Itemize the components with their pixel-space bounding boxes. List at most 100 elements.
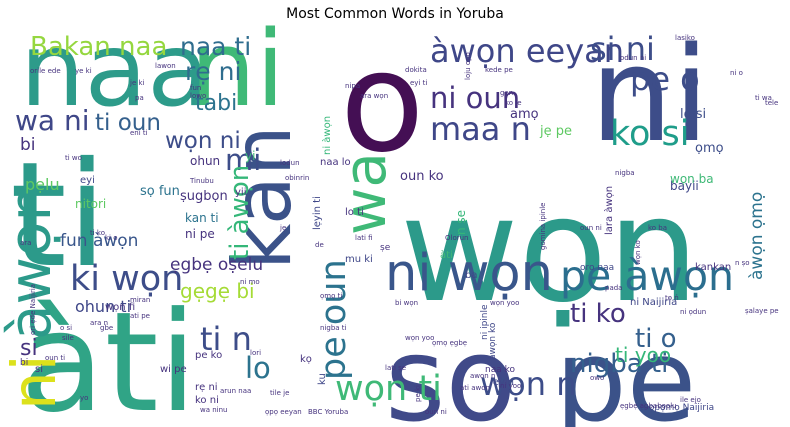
word-137: pa	[135, 94, 144, 102]
word-100: lori	[250, 349, 261, 357]
word-1: ti	[10, 131, 107, 300]
word-75: àti	[440, 249, 453, 261]
word-163: o si	[60, 324, 72, 332]
word-50: oun ko	[400, 169, 444, 184]
word-121: nipa	[345, 82, 360, 90]
word-94: pe ki	[414, 385, 422, 402]
word-4: naa	[20, 11, 210, 130]
word-71: ọmọ Naijiria	[660, 403, 714, 413]
word-150: tile je	[270, 389, 289, 397]
word-67: n ṣe	[454, 210, 468, 235]
word-147: gomina ipinle	[539, 203, 547, 250]
word-128: tele	[765, 99, 778, 107]
word-138: ti ko	[90, 229, 105, 237]
word-68: lara àwọn	[603, 186, 615, 235]
word-124: loju opo	[464, 52, 472, 80]
word-31: wọn ti	[335, 369, 442, 409]
word-116: obinrin	[285, 174, 309, 182]
word-27: tabi	[195, 91, 237, 116]
word-23: naa ti	[180, 32, 251, 61]
word-141: ti wo	[65, 154, 82, 162]
word-161: ati awon	[460, 384, 490, 392]
word-119: fun	[190, 84, 201, 92]
word-74: ba	[465, 270, 477, 281]
word-41: ẹgbẹ oṣelu	[170, 255, 263, 275]
word-122: dokita	[405, 66, 427, 74]
word-9: kan	[216, 125, 309, 270]
word-24: rẹ ni	[185, 57, 241, 86]
word-98: wa ninu	[200, 406, 228, 414]
word-42: fun àwọn	[60, 231, 138, 251]
word-52: lọ si	[680, 107, 706, 122]
word-22: Bakan naa	[30, 32, 167, 62]
word-20: maa n	[430, 110, 531, 148]
word-26: ti oun	[95, 110, 161, 136]
word-127: lasiko	[675, 34, 695, 42]
word-113: lati fi	[355, 234, 373, 242]
word-91: ni yoo	[500, 382, 521, 390]
word-17: si ni	[590, 30, 655, 68]
word-65: lo ti	[345, 207, 364, 218]
word-133: ti wa	[755, 94, 772, 102]
word-104: ọmọ ẹgbẹ	[432, 339, 467, 347]
word-37: ti n	[200, 320, 252, 358]
word-62: eyi	[80, 175, 95, 186]
word-28: mi	[225, 143, 261, 177]
word-60: ni pe	[185, 227, 215, 241]
word-158: ara n	[90, 319, 108, 327]
word-109: ni ọdun	[680, 308, 706, 316]
word-21: ni oun	[430, 81, 520, 115]
word-53: jẹ pe	[539, 124, 572, 139]
word-108: ṣalaye pe	[745, 307, 779, 315]
word-69: kankan	[695, 262, 731, 273]
word-84: wi pe	[160, 364, 187, 375]
word-164: ati pe	[130, 312, 150, 320]
word-33: ti ko	[570, 299, 626, 329]
word-88: si	[35, 364, 43, 375]
word-66: ni àwọn	[321, 116, 333, 155]
word-143: jẹ	[279, 224, 286, 232]
word-156: wọn ko	[634, 240, 642, 265]
word-139: ki o	[105, 234, 118, 242]
word-114: Olorun	[445, 234, 469, 242]
word-25: wa ni	[15, 104, 89, 137]
word-49: ṣugbọn	[180, 189, 228, 204]
word-134: ara wọn	[360, 92, 388, 100]
word-110: tọ ń	[665, 294, 679, 302]
word-79: naa ko	[485, 365, 515, 375]
word-51: amọ	[510, 107, 539, 122]
word-77: ni ipinle	[480, 304, 490, 340]
word-45: si	[20, 336, 38, 361]
word-136: je ki	[129, 79, 145, 87]
word-126: odun ni	[620, 54, 646, 62]
word-90: àwọn ko	[488, 322, 498, 360]
word-154: nigba ti	[320, 324, 347, 332]
word-11: ni	[0, 354, 70, 410]
word-80: lẹyin	[490, 377, 514, 388]
word-107: pada	[605, 284, 622, 292]
word-162: ṣe	[380, 243, 391, 253]
word-32: wọn n	[480, 365, 576, 403]
word-13: ni wọn	[385, 244, 553, 303]
word-14: pe àwọn	[560, 252, 734, 300]
word-105: ẹgbẹ agbabọọlu	[620, 402, 677, 410]
word-85: rẹ ni	[195, 382, 218, 393]
word-18: pe o	[630, 60, 700, 98]
word-64: naa lo	[320, 157, 351, 168]
word-48: sọ fun	[140, 184, 180, 199]
word-40: gẹgẹ bi	[180, 279, 255, 303]
word-76: oro naa	[580, 263, 614, 273]
word-7: sọ	[385, 313, 516, 427]
word-59: kan ti	[185, 211, 219, 225]
word-82: kọ	[300, 354, 312, 365]
word-132: ko le	[505, 99, 522, 107]
word-58: ohun	[190, 154, 220, 168]
word-63: yii	[235, 187, 246, 198]
word-146: de	[315, 241, 324, 249]
word-102: awon n	[470, 372, 495, 380]
word-87: wọn fi	[105, 302, 135, 313]
word-145: ko ba	[648, 224, 667, 232]
word-117: Tinubu	[189, 177, 214, 185]
word-36: ti o	[635, 324, 677, 354]
